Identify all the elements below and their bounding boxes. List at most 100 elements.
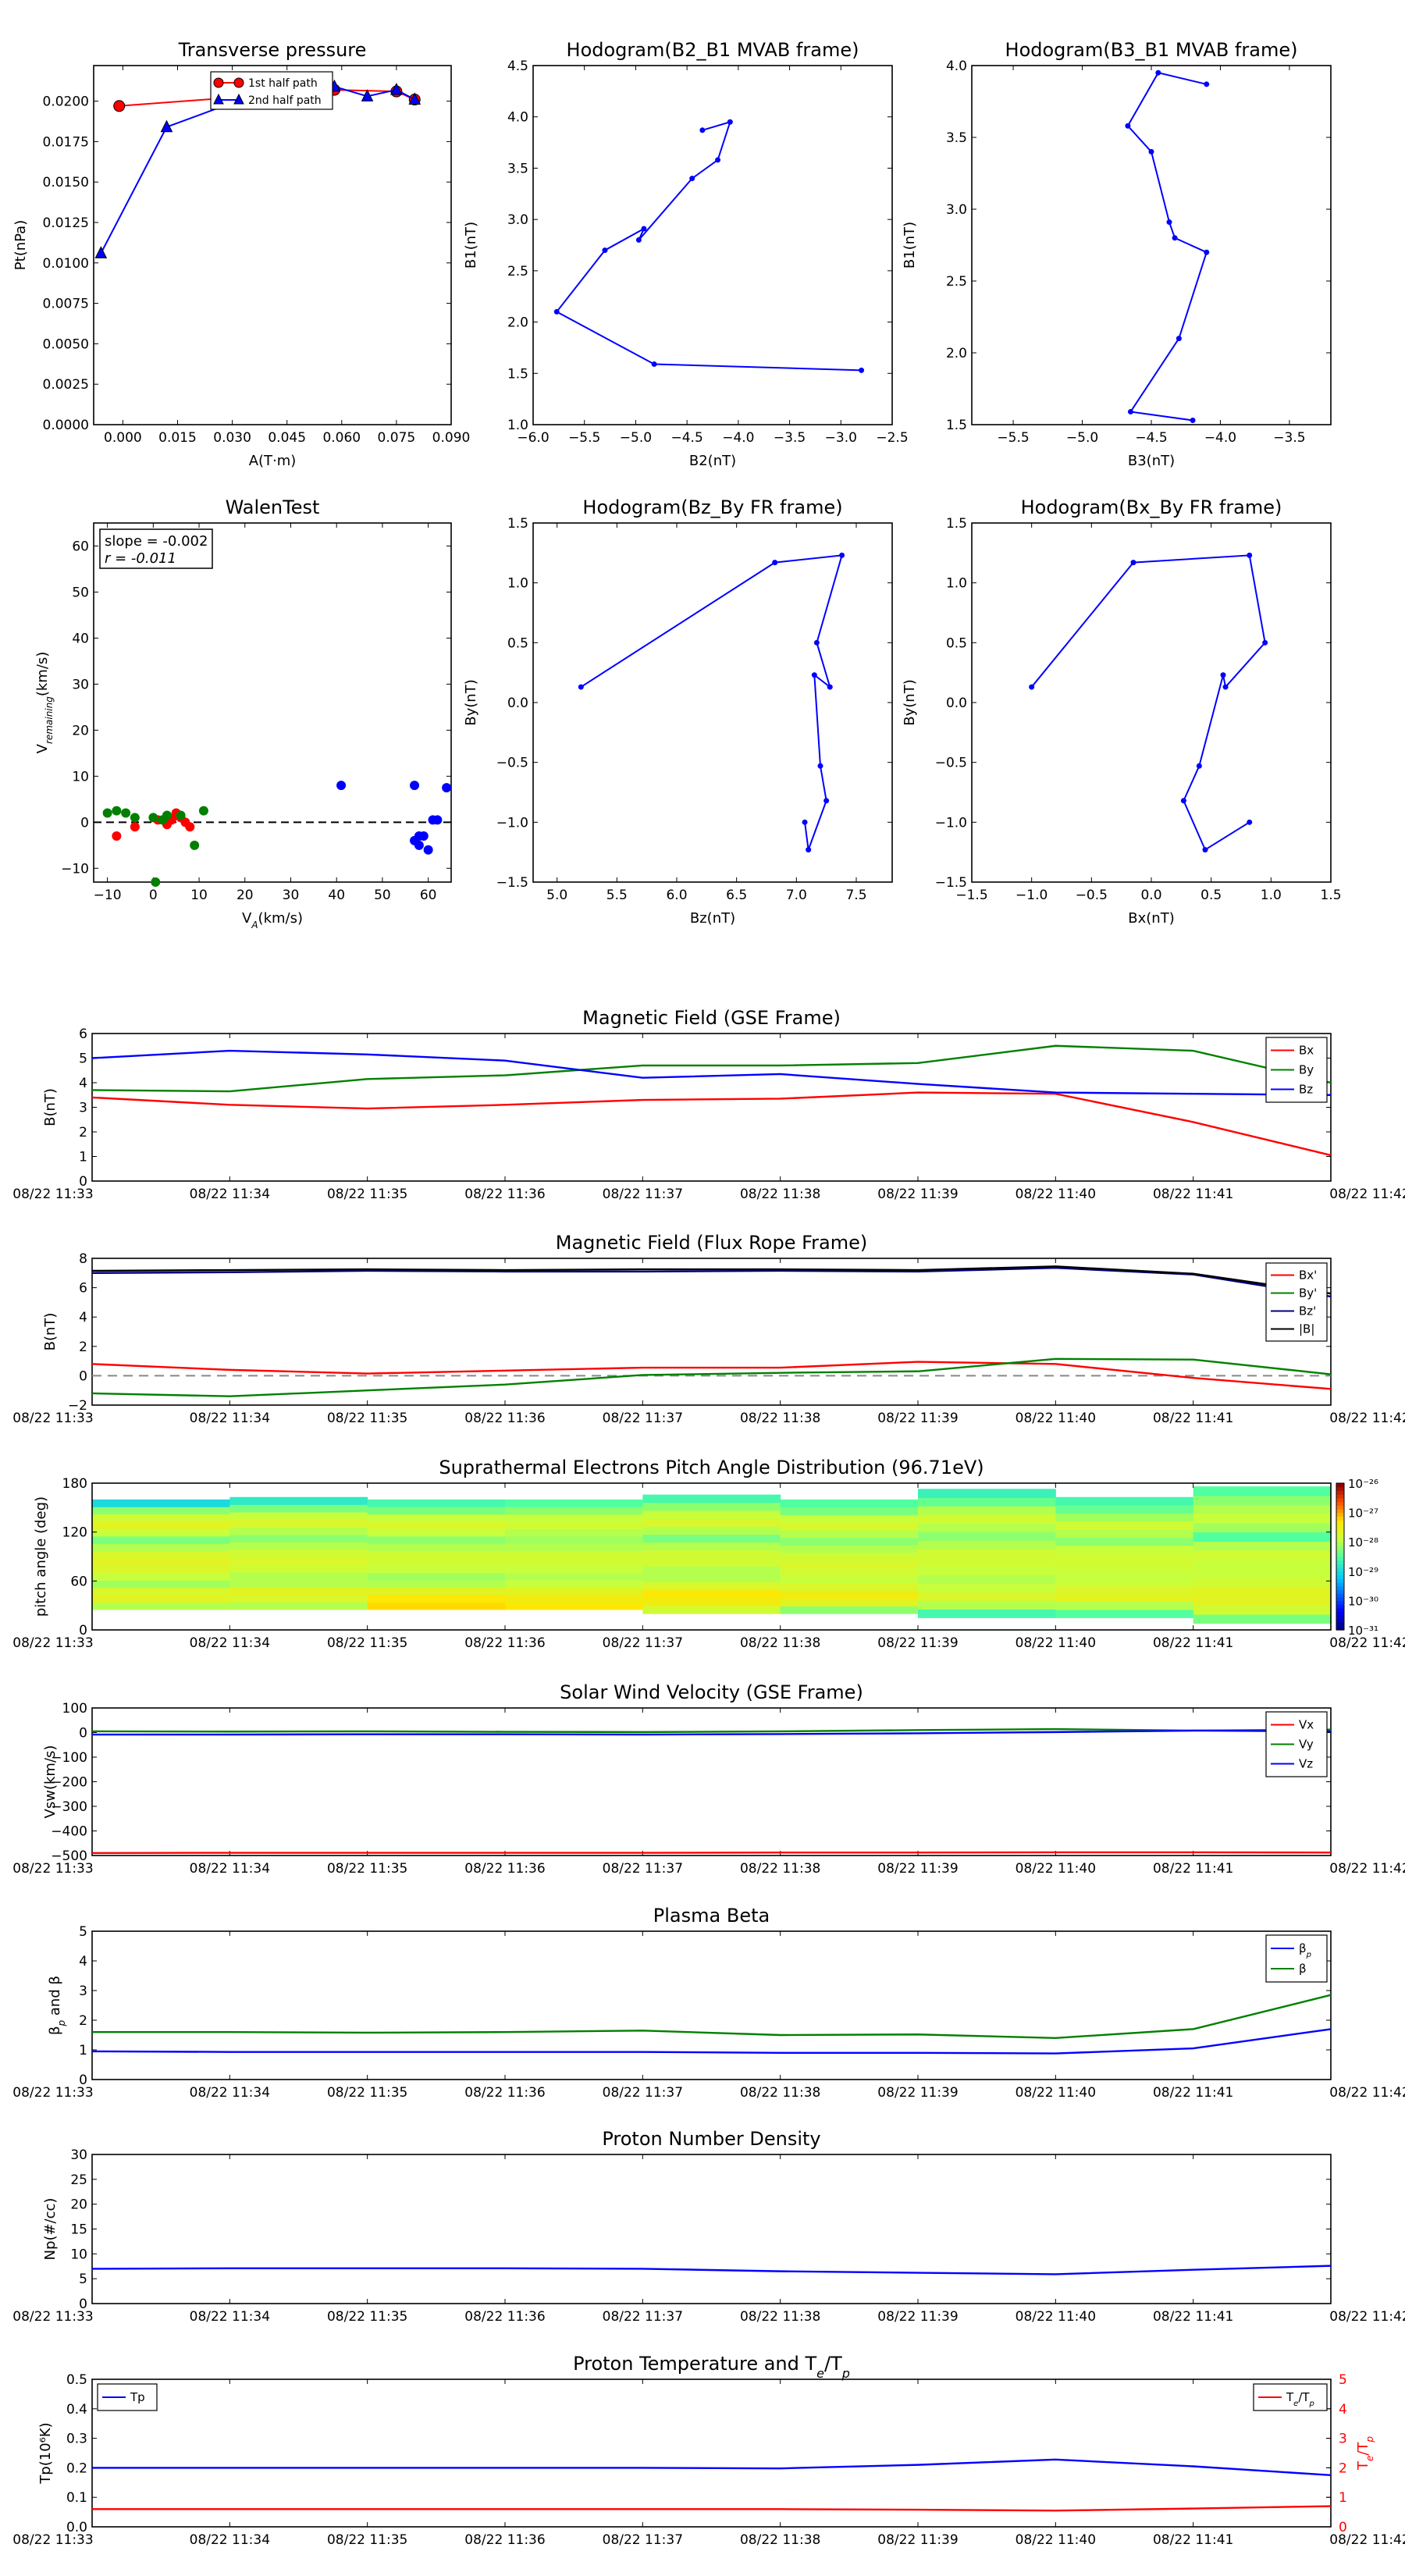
y-axis-label: Vremaining(km/s) — [34, 652, 55, 754]
axes-frame — [93, 65, 452, 425]
time-tick-label: 08/22 11:42 — [1329, 1187, 1405, 1202]
x-tick-label: 0.060 — [322, 430, 361, 446]
data-point — [823, 798, 830, 804]
data-point — [336, 781, 347, 791]
colorbar-segment — [1336, 1545, 1344, 1550]
heatmap-cell — [1193, 1504, 1332, 1514]
y-tick-label: 10 — [70, 2247, 87, 2262]
x-tick-label: 1.5 — [1320, 888, 1341, 903]
heatmap-cell — [1055, 1577, 1194, 1586]
axes-frame — [91, 1930, 1332, 2080]
y-tick-label: 4.0 — [507, 110, 528, 126]
time-tick-label: 08/22 11:38 — [740, 1411, 820, 1426]
heatmap-cell — [505, 1572, 643, 1581]
y-tick-label: 0.0075 — [43, 297, 89, 312]
data-point — [160, 119, 173, 133]
annotation-text: slope = -0.002 — [105, 533, 208, 550]
y-axis-label: pitch angle (deg) — [33, 1496, 49, 1617]
y-tick-label: 25 — [70, 2172, 87, 2188]
y-tick-label: 0.0100 — [43, 256, 89, 272]
heatmap-cell — [505, 1550, 643, 1559]
colorbar-segment — [1336, 1567, 1344, 1572]
time-tick-label: 08/22 11:33 — [12, 2532, 93, 2548]
legend-label: Bx' — [1299, 1268, 1317, 1283]
data-point — [817, 763, 823, 769]
heatmap-cell — [505, 1528, 643, 1537]
heatmap-cell — [1055, 1593, 1194, 1603]
heatmap-cell — [780, 1553, 919, 1561]
heatmap-cell — [367, 1535, 506, 1544]
data-point — [1029, 684, 1035, 690]
chart-title: Magnetic Field (Flux Rope Frame) — [556, 1232, 867, 1254]
chart-title: Hodogram(Bz_By FR frame) — [582, 496, 842, 518]
time-tick-label: 08/22 11:35 — [327, 2309, 407, 2325]
y-tick-label: −1.5 — [935, 875, 967, 891]
y-tick-label: −1.5 — [496, 875, 528, 891]
heatmap-cell — [642, 1597, 781, 1606]
heatmap-cell — [505, 1521, 643, 1529]
data-point — [1262, 639, 1268, 646]
heatmap-cell — [642, 1550, 781, 1559]
y-tick-label: 20 — [72, 723, 89, 738]
time-tick-label: 08/22 11:41 — [1153, 1411, 1233, 1426]
data-point — [689, 176, 695, 182]
data-point — [715, 157, 721, 163]
y-tick-label: 2 — [79, 1340, 87, 1355]
legend-label: 1st half path — [248, 77, 318, 90]
heatmap-cell — [780, 1583, 919, 1592]
axes-frame — [971, 65, 1332, 425]
heatmap-cell — [1055, 1528, 1194, 1538]
data-point — [1130, 560, 1136, 566]
y-tick-label: 2.5 — [507, 264, 528, 279]
series-line — [91, 1267, 1332, 1298]
time-tick-label: 08/22 11:34 — [190, 2309, 270, 2325]
y-tick-label: 1.5 — [946, 516, 967, 532]
heatmap-cell — [642, 1502, 781, 1511]
annotation-text: r = -0.011 — [105, 550, 176, 567]
time-tick-label: 08/22 11:39 — [877, 2532, 958, 2548]
y-tick-label: 3 — [1339, 2432, 1347, 2447]
heatmap-cell — [1055, 1585, 1194, 1594]
y-tick-label: 10 — [72, 769, 89, 785]
heatmap-cell — [642, 1510, 781, 1519]
heatmap-cell — [918, 1566, 1056, 1575]
x-tick-label: −5.0 — [1066, 430, 1098, 446]
heatmap-cell — [229, 1496, 368, 1505]
heatmap-cell — [92, 1528, 230, 1537]
colorbar-segment — [1336, 1618, 1344, 1624]
heatmap-cell — [642, 1574, 781, 1582]
time-tick-label: 08/22 11:35 — [327, 1187, 407, 1202]
heatmap-cell — [367, 1507, 506, 1515]
data-point — [811, 672, 817, 678]
data-point — [418, 831, 429, 841]
chart-title: Plasma Beta — [653, 1905, 770, 1927]
y-tick-label: 0.1 — [66, 2490, 87, 2506]
x-tick-label: 20 — [237, 888, 254, 903]
data-point — [1190, 417, 1196, 423]
x-tick-label: 7.5 — [845, 888, 866, 903]
colorbar-segment — [1336, 1534, 1344, 1539]
colorbar-segment — [1336, 1564, 1344, 1568]
heatmap-cell — [642, 1589, 781, 1599]
y-tick-label: 8 — [79, 1251, 87, 1267]
data-point — [1202, 847, 1208, 853]
y-tick-label: 4 — [79, 1076, 87, 1091]
y-tick-label: 1.5 — [507, 516, 528, 532]
hodogram-line — [580, 554, 843, 850]
heatmap-cell — [505, 1565, 643, 1574]
heatmap-cell — [642, 1542, 781, 1551]
heatmap-cell — [642, 1582, 781, 1591]
y-tick-label: 4 — [79, 1954, 87, 1969]
y-tick-label: 50 — [72, 585, 89, 600]
time-tick-label: 08/22 11:36 — [464, 2309, 545, 2325]
legend-label: βp — [1299, 1941, 1311, 1959]
data-point — [859, 367, 865, 373]
series-line — [91, 1044, 1332, 1093]
time-tick-label: 08/22 11:35 — [327, 2085, 407, 2101]
legend-label: β — [1299, 1962, 1307, 1976]
annotation-box — [99, 528, 213, 569]
colorbar-segment — [1336, 1516, 1344, 1521]
heatmap-cell — [92, 1535, 230, 1544]
data-point — [806, 847, 812, 853]
heatmap-cell — [780, 1598, 919, 1606]
